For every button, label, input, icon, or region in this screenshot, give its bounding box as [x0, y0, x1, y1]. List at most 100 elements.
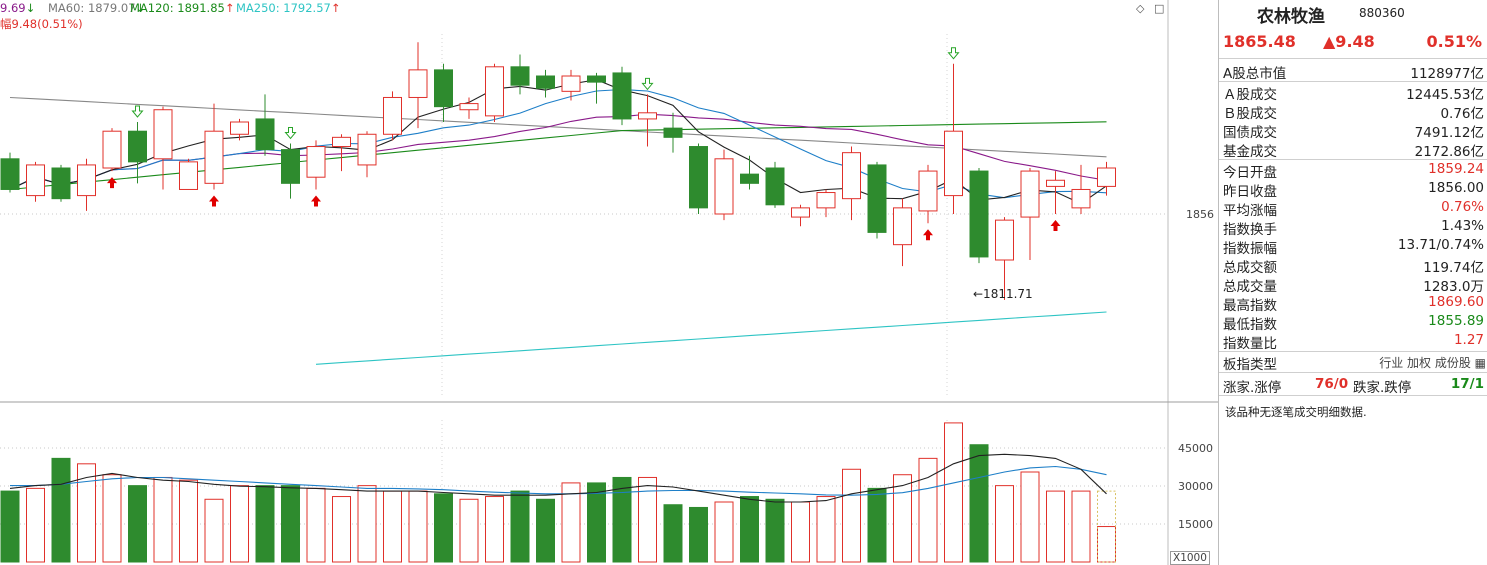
- volume-bar-4: [102, 474, 122, 563]
- candle-33: [842, 152, 861, 200]
- index-row-5: 总成交额 119.74亿: [1219, 255, 1487, 276]
- price-axis-label: 1856: [1186, 208, 1214, 221]
- stat-label: 总成交量: [1223, 279, 1277, 295]
- ma5-line: [9, 79, 1107, 205]
- stat-label: 指数振幅: [1223, 241, 1277, 257]
- candle-26: [663, 127, 683, 138]
- candle-41: [1046, 179, 1065, 187]
- candle-40: [1020, 170, 1040, 218]
- vol-unit-label: X1000: [1170, 551, 1210, 565]
- buy-arrow-icon-8: [1050, 220, 1061, 231]
- volume-bar-15: [383, 490, 402, 563]
- volume-bar-35: [893, 474, 912, 563]
- volume-bar-36: [918, 457, 938, 563]
- turnover-row-3: 基金成交 2172.86亿: [1219, 139, 1487, 160]
- advance-decline-row: 涨家.涨停 76/0 跌家.跌停 17/1: [1219, 375, 1487, 396]
- volume-bar-25: [638, 476, 657, 563]
- volume-bar-41: [1046, 490, 1065, 563]
- quote-panel: 农林牧渔 880360 1865.48 ▲9.48 0.51% A股总市值 112…: [1218, 0, 1487, 565]
- index-name: 农林牧渔: [1257, 7, 1325, 27]
- volume-bar-21: [536, 498, 555, 563]
- candle-34: [867, 164, 887, 233]
- index-code: 880360: [1359, 6, 1405, 20]
- low-point-label: ←1811.71: [973, 287, 1033, 301]
- volume-bar-42: [1071, 490, 1091, 563]
- candle-31: [791, 207, 810, 218]
- candle-4: [102, 130, 122, 169]
- candle-22: [561, 75, 581, 92]
- volume-bar-28: [714, 501, 734, 563]
- stat-row-0: A股总市值 1128977亿: [1219, 61, 1487, 82]
- index-row-2: 平均涨幅 0.76%: [1219, 198, 1487, 219]
- stat-value: 12445.53亿: [1406, 87, 1484, 103]
- stat-label: 总成交额: [1223, 260, 1277, 276]
- candle-15: [383, 96, 402, 135]
- divider: [1219, 351, 1487, 352]
- ma250-line: [315, 311, 1107, 365]
- kline-chart[interactable]: [0, 0, 1218, 565]
- decline-value: 17/1: [1450, 376, 1484, 392]
- ma60-line: [9, 96, 1107, 158]
- index-row-4: 指数振幅 13.71/0.74%: [1219, 236, 1487, 257]
- stat-label: 最低指数: [1223, 317, 1277, 333]
- volume-ma5-line: [9, 453, 1107, 503]
- volume-bar-31: [791, 501, 810, 563]
- turnover-row-2: 国债成交 7491.12亿: [1219, 120, 1487, 141]
- ma250-legend: MA250: 1792.57↑: [236, 1, 341, 15]
- candle-21: [536, 75, 555, 89]
- volume-bar-16: [408, 490, 428, 563]
- sell-arrow-icon-5: [641, 77, 654, 91]
- candle-8: [204, 130, 224, 184]
- candle-20: [510, 66, 530, 86]
- candle-39: [995, 219, 1014, 261]
- volume-bar-38: [969, 444, 989, 563]
- stat-label: 最高指数: [1223, 298, 1277, 314]
- volume-bar-7: [179, 479, 198, 563]
- volume-bar-20: [510, 490, 530, 563]
- candle-30: [765, 167, 785, 206]
- volume-bar-37: [944, 422, 963, 563]
- stat-value: 1283.0万: [1423, 279, 1484, 295]
- stat-label: Ａ股成交: [1223, 87, 1277, 103]
- stat-value: 7491.12亿: [1414, 125, 1484, 141]
- stat-value: 1128977亿: [1410, 66, 1484, 82]
- stat-value: 2172.86亿: [1414, 144, 1484, 160]
- candle-18: [459, 103, 479, 111]
- volume-bar-6: [153, 476, 173, 563]
- candle-28: [714, 158, 734, 215]
- candle-29: [740, 173, 759, 184]
- stat-value: 1.27: [1453, 332, 1484, 348]
- volume-bar-2: [51, 457, 71, 563]
- stat-value: 0.76%: [1441, 199, 1484, 215]
- volume-bar-5: [128, 485, 147, 563]
- index-price: 1865.48: [1223, 32, 1296, 51]
- volume-bar-8: [204, 498, 224, 563]
- volume-bar-40: [1020, 471, 1040, 563]
- diamond-control-icon[interactable]: ◇: [1136, 2, 1145, 15]
- buy-arrow-icon-4: [311, 195, 321, 207]
- volume-bar-13: [332, 496, 351, 563]
- ma120-line: [9, 121, 1107, 191]
- stat-value: 13.71/0.74%: [1397, 237, 1484, 253]
- index-row-8: 最低指数 1855.89: [1219, 312, 1487, 333]
- stat-label: 指数量比: [1223, 336, 1277, 352]
- kline-chart-area[interactable]: 9.69↓ MA60: 1879.07↓ MA120: 1891.85↑ MA2…: [0, 0, 1218, 565]
- turnover-row-0: Ａ股成交 12445.53亿: [1219, 82, 1487, 103]
- square-control-icon[interactable]: □: [1154, 2, 1165, 15]
- ma60-legend: MA60: 1879.07↓: [48, 1, 146, 15]
- index-type-values[interactable]: 行业 加权 成份股 ▦: [1379, 356, 1486, 370]
- stat-label: 今日开盘: [1223, 165, 1277, 181]
- volume-bar-30: [765, 498, 785, 563]
- stat-value: 1855.89: [1428, 313, 1484, 329]
- volume-bar-29: [740, 496, 759, 563]
- stat-label: Ｂ股成交: [1223, 106, 1277, 122]
- candle-36: [918, 170, 938, 212]
- index-row-6: 总成交量 1283.0万: [1219, 274, 1487, 295]
- candle-6: [153, 109, 173, 160]
- candle-25: [638, 112, 657, 120]
- candle-7: [179, 161, 198, 190]
- candle-11: [281, 149, 300, 184]
- index-type-label: 板指类型: [1223, 357, 1277, 373]
- candle-9: [230, 121, 249, 135]
- volume-bar-22: [561, 482, 581, 563]
